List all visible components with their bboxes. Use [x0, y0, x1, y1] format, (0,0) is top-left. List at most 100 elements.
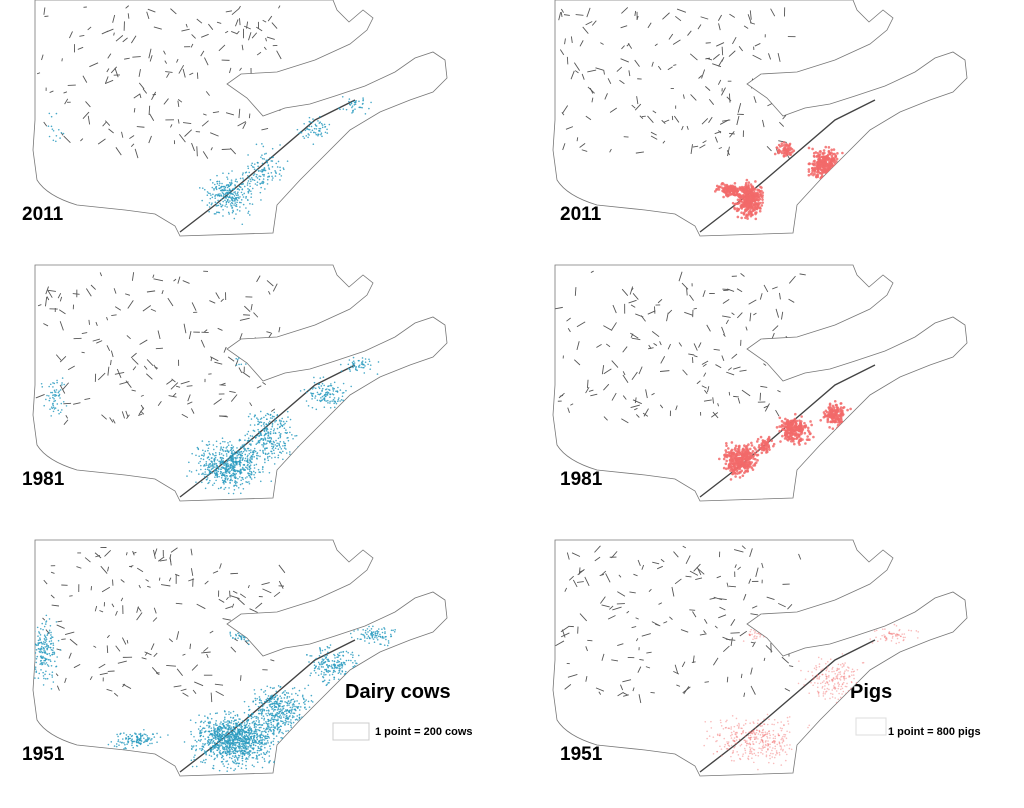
density-dot: [249, 203, 251, 205]
density-dot: [267, 165, 269, 167]
density-dot: [319, 377, 321, 379]
density-dot: [266, 159, 268, 161]
density-dot: [228, 743, 230, 745]
density-dot: [242, 746, 244, 748]
lake: [219, 385, 225, 386]
density-dot: [208, 470, 210, 472]
density-dot: [248, 180, 250, 182]
density-dot: [251, 640, 253, 642]
density-dot: [29, 643, 31, 645]
density-dot: [250, 449, 252, 451]
density-dot: [238, 718, 240, 720]
density-dot: [269, 720, 271, 722]
density-dot: [47, 678, 49, 680]
density-dot: [262, 731, 264, 733]
density-dot: [249, 469, 251, 471]
density-dot: [338, 655, 340, 657]
density-dot: [241, 223, 243, 225]
density-dot: [231, 720, 233, 722]
density-dot: [345, 390, 347, 392]
density-dot: [338, 397, 340, 399]
density-dot: [63, 384, 65, 386]
density-dot: [237, 730, 239, 732]
density-dot: [235, 753, 237, 755]
density-dot: [223, 447, 225, 449]
lake: [722, 47, 723, 56]
density-dot: [253, 749, 255, 751]
density-dot: [237, 714, 239, 716]
density-dot: [123, 742, 125, 744]
density-dot: [384, 631, 386, 633]
density-dot: [352, 111, 354, 113]
density-dot: [323, 659, 325, 661]
density-dot: [233, 762, 235, 764]
lake: [134, 108, 135, 112]
density-dot: [243, 468, 245, 470]
density-dot: [231, 181, 233, 183]
density-dot: [313, 661, 315, 663]
density-dot: [236, 181, 238, 183]
density-dot: [226, 201, 228, 203]
density-dot: [253, 471, 255, 473]
density-dot: [215, 734, 217, 736]
density-dot: [324, 400, 326, 402]
density-dot: [39, 642, 41, 644]
density-dot: [55, 666, 57, 668]
density-dot: [210, 470, 212, 472]
density-dot: [260, 746, 262, 748]
density-dot: [246, 722, 248, 724]
density-dot: [253, 359, 255, 361]
density-dot: [214, 466, 216, 468]
density-dot: [223, 196, 225, 198]
density-dot: [334, 665, 336, 667]
density-dot: [271, 426, 273, 428]
density-dot: [252, 456, 254, 458]
density-dot: [35, 670, 37, 672]
density-dot: [219, 203, 221, 205]
lake: [263, 73, 270, 75]
density-dot: [227, 468, 229, 470]
density-dot: [54, 661, 56, 663]
density-dot: [52, 671, 54, 673]
density-dot: [227, 178, 229, 180]
density-dot: [225, 461, 227, 463]
density-dot: [53, 644, 55, 646]
density-dot: [215, 720, 217, 722]
density-dot: [253, 638, 255, 640]
density-dot: [343, 383, 345, 385]
density-dot: [217, 754, 219, 756]
density-dot: [222, 751, 224, 753]
density-dot: [230, 193, 232, 195]
density-dot: [256, 455, 258, 457]
density-dot: [212, 746, 214, 748]
density-dot: [286, 692, 288, 694]
density-dot: [212, 767, 214, 769]
density-dot: [140, 738, 142, 740]
density-dot: [44, 638, 46, 640]
lake: [211, 693, 212, 702]
density-dot: [277, 709, 279, 711]
density-dot: [221, 753, 223, 755]
lake: [792, 81, 794, 84]
density-dot: [304, 137, 306, 139]
density-dot: [297, 719, 299, 721]
density-dot: [268, 731, 270, 733]
density-dot: [252, 188, 254, 190]
density-dot: [333, 678, 335, 680]
density-dot: [234, 719, 236, 721]
density-dot: [217, 734, 219, 736]
density-dot: [149, 737, 151, 739]
density-dot: [236, 447, 238, 449]
density-dot: [285, 720, 287, 722]
density-dot: [222, 761, 224, 763]
density-dot: [232, 212, 234, 214]
density-dot: [341, 399, 343, 401]
density-dot: [334, 671, 336, 673]
density-dot: [255, 360, 257, 362]
density-dot: [350, 660, 352, 662]
density-dot: [315, 658, 317, 660]
density-dot: [228, 173, 230, 175]
density-dot: [298, 703, 300, 705]
density-dot: [258, 175, 260, 177]
density-dot: [278, 707, 280, 709]
